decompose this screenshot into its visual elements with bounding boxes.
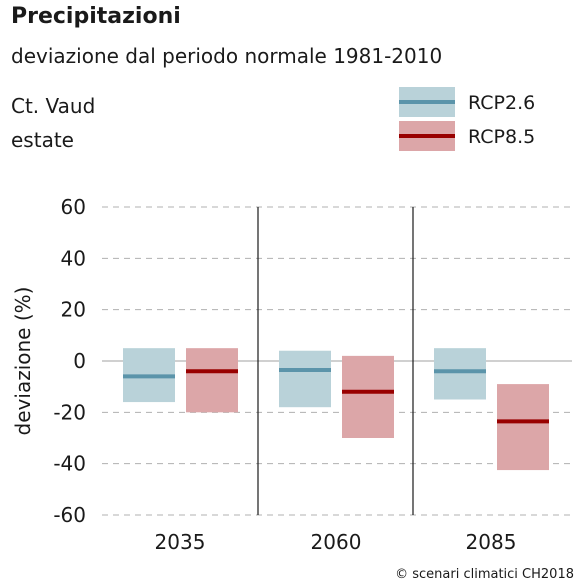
y-tick-label: 40 (61, 246, 86, 270)
marks-layer (123, 348, 549, 471)
x-tick-label: 2060 (311, 530, 362, 554)
range-box-rcp85-2085 (497, 384, 549, 471)
y-tick-label: -40 (53, 452, 86, 476)
season-label: estate (11, 128, 74, 152)
legend: RCP2.6 RCP8.5 (399, 87, 535, 151)
chart-subtitle: deviazione dal periodo normale 1981-2010 (11, 44, 443, 68)
grid-layer (102, 206, 572, 516)
legend-label-1: RCP8.5 (468, 126, 535, 148)
chart-title: Precipitazioni (11, 4, 181, 29)
y-tick-label: 0 (73, 349, 86, 373)
legend-label-0: RCP2.6 (468, 92, 535, 114)
y-tick-label: -20 (53, 400, 86, 424)
range-box-rcp85-2060 (342, 355, 394, 438)
region-label: Ct. Vaud (11, 94, 96, 118)
range-box-rcp26-2085 (434, 348, 486, 400)
y-axis-label: deviazione (%) (11, 287, 35, 436)
x-tick-label: 2085 (466, 530, 517, 554)
range-box-rcp26-2060 (279, 350, 331, 408)
y-tick-label: -60 (53, 503, 86, 527)
y-tick-label: 60 (61, 195, 86, 219)
range-box-rcp85-2035 (186, 348, 238, 413)
x-tick-label: 2035 (155, 530, 206, 554)
axis-layer: 60 40 20 0 -20 -40 -60 2035 2060 2085 (53, 195, 516, 554)
y-tick-label: 20 (61, 298, 86, 322)
copyright-note: © scenari climatici CH2018 (395, 567, 574, 582)
